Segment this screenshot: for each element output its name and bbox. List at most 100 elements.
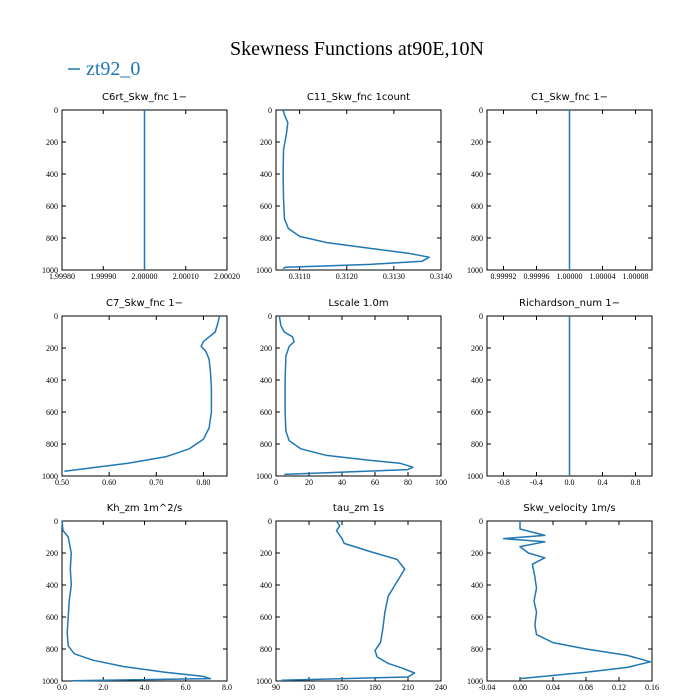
panel-title: tau_zm 1s	[333, 503, 384, 514]
x-tick-label: 1.00000	[557, 272, 583, 281]
x-tick-label: 20	[305, 478, 313, 487]
series-line-zt92_0	[281, 520, 416, 681]
x-tick-label: 80	[404, 478, 412, 487]
plot-frame	[486, 520, 653, 682]
x-tick-label: 0.12	[612, 683, 626, 692]
x-tick-label: 0.3120	[336, 272, 358, 281]
panel-title: Kh_zm 1m^2/s	[107, 503, 183, 514]
panel-8: tau_zm 1s 90 120 150 180 210 240 0 200 400 600 800 1…	[256, 503, 447, 692]
x-tick-label: -0.4	[530, 478, 543, 487]
plot-frame	[61, 315, 228, 477]
y-tick-label: 200	[260, 549, 272, 558]
figure-title: Skewness Functions at90E,10N	[230, 38, 484, 60]
x-tick-label: 0.16	[645, 683, 659, 692]
y-tick-label: 1000	[42, 677, 58, 686]
x-tick-label: 0.99996	[524, 272, 550, 281]
y-tick-label: 800	[471, 234, 483, 243]
panel-title: C7_Skw_fnc 1−	[106, 298, 183, 309]
y-tick-label: 0	[479, 517, 483, 526]
plot-frame	[275, 315, 442, 477]
panel-title: C6rt_Skw_fnc 1−	[102, 92, 187, 103]
x-tick-label: 60	[371, 478, 379, 487]
series-line-zt92_0	[502, 521, 652, 680]
x-tick-label: 0	[274, 478, 278, 487]
y-tick-label: 600	[471, 202, 483, 211]
y-tick-label: 600	[471, 613, 483, 622]
x-tick-label: 210	[402, 683, 414, 692]
y-tick-label: 600	[46, 202, 58, 211]
panel-title: Lscale 1.0m	[328, 298, 388, 309]
plot-frame	[275, 520, 442, 682]
y-tick-label: 0	[268, 312, 272, 321]
y-tick-label: 1000	[256, 472, 272, 481]
x-tick-label: 0.99992	[491, 272, 517, 281]
y-tick-label: 0	[54, 106, 58, 115]
x-tick-label: 0.4	[598, 478, 608, 487]
y-tick-label: 400	[46, 376, 58, 385]
y-tick-label: 400	[471, 581, 483, 590]
y-tick-label: 200	[471, 549, 483, 558]
y-tick-label: 800	[471, 645, 483, 654]
y-tick-label: 1000	[42, 266, 58, 275]
y-tick-label: 400	[471, 376, 483, 385]
x-tick-label: 150	[336, 683, 348, 692]
panel-title: C1_Skw_fnc 1−	[531, 92, 608, 103]
y-tick-label: 600	[46, 408, 58, 417]
panel-3: C1_Skw_fnc 1− 0.99992 0.99996 1.00000 1.0000…	[467, 92, 653, 281]
series-line-zt92_0	[64, 315, 221, 472]
y-tick-label: 1000	[256, 266, 272, 275]
y-tick-label: 200	[46, 138, 58, 147]
x-tick-label: 6.0	[181, 683, 191, 692]
x-tick-label: 1.99980	[49, 272, 75, 281]
y-tick-label: 800	[46, 234, 58, 243]
y-tick-label: 400	[46, 581, 58, 590]
y-tick-label: 1000	[467, 266, 483, 275]
y-tick-label: 200	[46, 549, 58, 558]
x-tick-label: 100	[435, 478, 447, 487]
x-tick-label: 4.0	[140, 683, 150, 692]
y-tick-label: 200	[260, 138, 272, 147]
x-tick-label: 0.3140	[430, 272, 452, 281]
y-tick-label: 800	[46, 440, 58, 449]
x-tick-label: 0.08	[579, 683, 593, 692]
x-tick-label: -0.8	[497, 478, 510, 487]
panel-7: Kh_zm 1m^2/s 0.0 2.0 4.0 6.0 8.0 0 200 400 600 800…	[42, 503, 232, 692]
y-tick-label: 0	[479, 312, 483, 321]
y-tick-label: 200	[46, 344, 58, 353]
y-tick-label: 400	[471, 170, 483, 179]
x-tick-label: 0.3110	[289, 272, 311, 281]
x-tick-label: 1.99990	[90, 272, 116, 281]
panel-title: Skw_velocity 1m/s	[523, 503, 615, 514]
x-tick-label: 0.80	[196, 478, 210, 487]
x-tick-label: 40	[338, 478, 346, 487]
series-line-zt92_0	[61, 520, 212, 682]
y-tick-label: 400	[260, 170, 272, 179]
y-tick-label: 800	[471, 440, 483, 449]
y-tick-label: 800	[46, 645, 58, 654]
y-tick-label: 200	[471, 344, 483, 353]
y-tick-label: 400	[260, 376, 272, 385]
x-tick-label: 8.0	[222, 683, 232, 692]
x-tick-label: 0.00	[513, 683, 527, 692]
y-tick-label: 600	[46, 613, 58, 622]
panels-grid: C6rt_Skw_fnc 1−1.99980 1.99990 2.00000 2.00…	[42, 92, 659, 692]
legend: zt92_0	[68, 58, 140, 80]
x-tick-label: 120	[303, 683, 315, 692]
panel-9: Skw_velocity 1m/s -0.04 0.00 0.04 0.08 0.12 0.…	[467, 503, 659, 692]
panel-title: C11_Skw_fnc 1count	[307, 92, 410, 103]
x-tick-label: 0.3130	[383, 272, 405, 281]
y-tick-label: 600	[471, 408, 483, 417]
x-tick-label: 2.00020	[214, 272, 240, 281]
y-tick-label: 600	[260, 202, 272, 211]
x-tick-label: 2.00010	[173, 272, 199, 281]
y-tick-label: 1000	[467, 472, 483, 481]
panel-6: Richardson_num 1− -0.8 -0.4 0.0 0.4 0.8 0 200 40…	[467, 298, 653, 487]
y-tick-label: 800	[260, 645, 272, 654]
y-tick-label: 600	[260, 613, 272, 622]
x-tick-label: 0.0	[565, 478, 575, 487]
y-tick-label: 0	[54, 312, 58, 321]
y-tick-label: 0	[268, 106, 272, 115]
x-tick-label: 1.00004	[590, 272, 616, 281]
